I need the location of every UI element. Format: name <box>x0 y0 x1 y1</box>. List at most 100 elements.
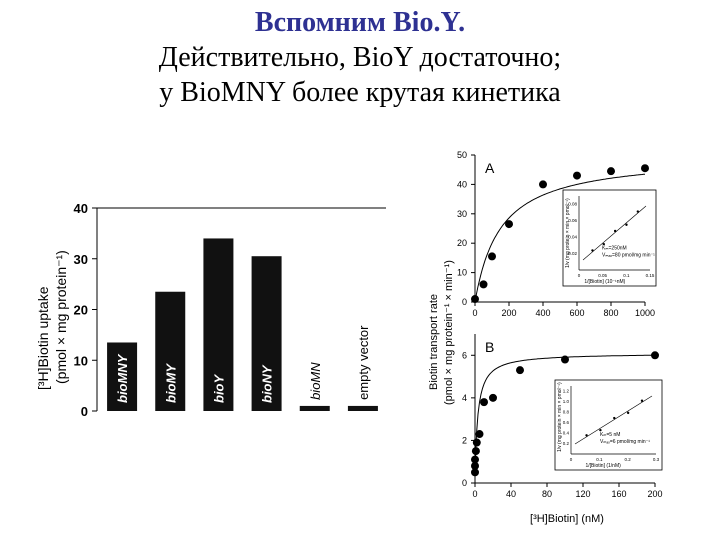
shared-x-axis-label: [³H]Biotin] (nM) <box>530 513 604 525</box>
inset-x-tick-label: 0 <box>570 457 573 462</box>
inset-fit-line <box>574 395 653 445</box>
data-point <box>475 430 484 439</box>
panel-label: A <box>485 160 495 176</box>
data-point <box>480 398 488 407</box>
bar-y-tick-label: 30 <box>74 252 88 267</box>
panel-x-tick-label: 0 <box>472 308 477 318</box>
bar-category-label: bioMN <box>308 362 323 400</box>
data-point <box>471 468 479 477</box>
panel-y-tick-label: 40 <box>457 179 467 189</box>
panel-y-tick-label: 0 <box>462 297 467 307</box>
data-point <box>471 447 480 456</box>
bar-bioMN <box>299 405 330 411</box>
inset-y-tick-label: 0.8 <box>563 410 570 415</box>
inset-annotation: Kₘ=5 nM <box>600 432 621 438</box>
panel-y-tick-label: 20 <box>457 238 467 248</box>
inset-y-tick-label: 0.08 <box>568 202 577 207</box>
inset-annotation: Kₘ=250nM <box>602 246 627 252</box>
inset-x-tick-label: 0.2 <box>625 457 632 462</box>
data-point <box>472 438 481 447</box>
data-point <box>539 180 547 189</box>
data-point <box>607 167 615 176</box>
panel-y-tick-label: 10 <box>457 268 467 278</box>
data-point <box>471 455 479 464</box>
inset-point <box>599 428 602 432</box>
inset-y-axis-label: 1/v (mg protein × min × pmol⁻¹) <box>565 198 571 268</box>
inset-point <box>591 249 594 252</box>
bar-category-label: bioY <box>211 374 226 403</box>
panel-x-tick-label: 40 <box>506 489 516 499</box>
data-point <box>489 393 497 402</box>
bar-y-axis-label-units: (pmol × mg protein⁻¹) <box>53 250 69 384</box>
panel-x-tick-label: 80 <box>542 489 552 499</box>
inset-annotation: Vₘₐₓ=6 pmol/mg min⁻¹ <box>600 439 650 445</box>
inset-x-axis-label: 1/[Biotin] (1/nM) <box>586 463 622 469</box>
panel-x-tick-label: 160 <box>611 489 626 499</box>
data-point <box>505 220 513 229</box>
data-point <box>561 355 569 364</box>
inset-y-tick-label: 0.4 <box>563 431 570 436</box>
panel-x-tick-label: 200 <box>501 308 516 318</box>
inset-annotation: Vₘₐₓ=80 pmol/mg min⁻¹ <box>602 253 655 259</box>
inset-point <box>636 210 640 213</box>
bar-bioMY <box>155 291 186 411</box>
panel-fit-curve <box>474 173 646 303</box>
inset-x-tick-label: 0.1 <box>623 273 630 278</box>
panel-x-tick-label: 400 <box>535 308 550 318</box>
inset-y-tick-label: 1.0 <box>563 399 570 404</box>
data-point <box>488 252 496 261</box>
inset-y-tick-label: 0.04 <box>568 235 577 240</box>
panel-y-tick-label: 6 <box>462 350 467 360</box>
panel-y-tick-label: 50 <box>457 150 467 160</box>
slide-subtitle-line1: Действительно, BioY достаточно; <box>158 42 562 73</box>
bar-y-tick-label: 10 <box>74 353 88 368</box>
bar-y-axis-label: [³H]Biotin uptake <box>35 286 51 390</box>
bar-bioNY <box>251 256 282 411</box>
inset-x-tick-label: 0 <box>578 273 581 278</box>
bar-y-tick-label: 0 <box>81 404 88 419</box>
inset-y-tick-label: 1.2 <box>563 389 570 394</box>
inset-y-axis-label: 1/v (mg protein × min × pmol⁻¹) <box>557 382 563 452</box>
panel-x-tick-label: 800 <box>603 308 618 318</box>
inset-frame <box>554 379 663 471</box>
inset-y-tick-label: 0.6 <box>563 420 570 425</box>
data-point <box>471 295 479 304</box>
panel-y-tick-label: 30 <box>457 209 467 219</box>
bar-category-label: bioNY <box>260 364 275 403</box>
panel-x-tick-label: 1000 <box>635 308 655 318</box>
panel-y-tick-label: 0 <box>462 478 467 488</box>
bar-bioMNY <box>107 342 138 411</box>
inset-point <box>625 223 628 226</box>
inset-x-tick-label: 0.15 <box>646 273 655 278</box>
slide-title: Вспомним Bio.Y. <box>254 7 466 38</box>
panel-y-tick-label: 4 <box>462 393 467 403</box>
inset-fit-line <box>582 205 647 261</box>
bar-empty-vector <box>347 405 378 411</box>
inset-point <box>626 411 630 415</box>
inset-x-tick-label: 0.3 <box>653 457 660 462</box>
shared-y-axis-label-units: (pmol × mg protein⁻¹ × min⁻¹) <box>443 260 455 405</box>
inset-point <box>640 399 644 402</box>
inset-y-tick-label: 0.02 <box>568 251 577 256</box>
panel-x-tick-label: 0 <box>472 489 477 499</box>
inset-point <box>613 229 617 233</box>
data-point <box>479 280 488 289</box>
data-point <box>516 366 524 375</box>
panel-x-tick-label: 600 <box>569 308 584 318</box>
inset-x-tick-label: 0.1 <box>596 457 603 462</box>
slide-subtitle-line2: у BioMNY более крутая кинетика <box>159 77 561 108</box>
bar-bioY <box>203 238 234 411</box>
panel-x-tick-label: 200 <box>647 489 662 499</box>
inset-y-tick-label: 0.06 <box>568 218 577 223</box>
bar-category-label: bioMY <box>163 363 178 403</box>
inset-y-tick-label: 0.2 <box>563 441 570 446</box>
inset-point <box>602 242 605 246</box>
data-point <box>471 461 479 470</box>
inset-x-axis-label: 1/[Biotin] (10⁻¹nM) <box>584 279 625 285</box>
inset-x-tick-label: 0.05 <box>598 273 607 278</box>
bar-y-tick-label: 20 <box>74 303 88 318</box>
data-point <box>641 164 649 173</box>
bar-category-label: bioMNY <box>115 353 130 403</box>
inset-point <box>585 434 588 437</box>
